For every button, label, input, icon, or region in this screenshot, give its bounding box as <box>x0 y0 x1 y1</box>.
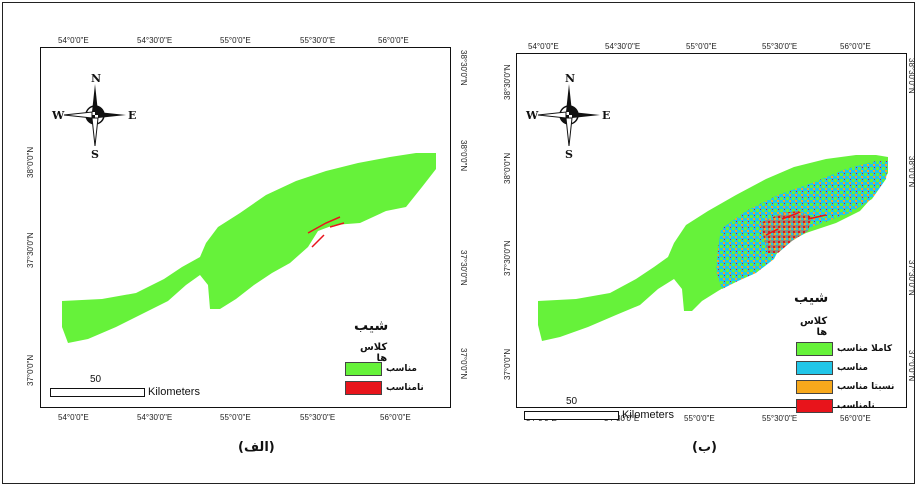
right-region-map <box>538 155 888 341</box>
left-top-tick: 54°0'0"E <box>58 36 89 45</box>
right-legend-item: مناسب <box>796 361 868 375</box>
legend-swatch <box>345 381 382 395</box>
left-top-tick: 56°0'0"E <box>378 36 409 45</box>
left-legend-subtitle: کلاس ها <box>360 342 388 364</box>
left-scale-bar <box>50 388 145 397</box>
legend-label: کاملا مناسب <box>837 344 893 354</box>
left-top-tick: 55°0'0"E <box>220 36 251 45</box>
right-compass-n: N <box>565 72 575 85</box>
right-bottom-tick: 55°30'0"E <box>762 414 798 423</box>
right-left-tick: 37°0'0"N <box>503 348 512 380</box>
left-north-arrow-icon: N S W E <box>51 72 136 160</box>
right-bottom-tick: 54°30'0"E <box>604 414 640 423</box>
legend-label: نامناسب <box>386 383 424 393</box>
right-right-tick: 37°30'0"N <box>907 260 916 296</box>
right-legend-item: نامناسب <box>796 399 875 413</box>
left-left-tick: 37°30'0"N <box>26 232 35 268</box>
left-compass-n: N <box>91 72 101 85</box>
right-legend-title: شیب <box>794 290 829 306</box>
left-suitable-region <box>62 153 436 343</box>
left-bottom-tick: 54°30'0"E <box>137 413 173 422</box>
right-legend-item: کاملا مناسب <box>796 342 892 356</box>
left-right-tick: 37°0'0"N <box>459 348 468 380</box>
left-compass-w: W <box>51 109 65 122</box>
right-top-tick: 55°30'0"E <box>762 42 798 51</box>
left-compass-e: E <box>128 109 136 122</box>
left-bottom-tick: 54°0'0"E <box>58 413 89 422</box>
right-top-tick: 56°0'0"E <box>840 42 871 51</box>
left-compass-s: S <box>91 148 99 160</box>
legend-swatch <box>345 362 382 376</box>
legend-label: مناسب <box>837 363 869 373</box>
right-right-tick: 37°0'0"N <box>907 350 916 382</box>
right-legend-item: نسبتا مناسب <box>796 380 894 394</box>
left-bottom-tick: 55°30'0"E <box>300 413 336 422</box>
right-bottom-tick: 55°0'0"E <box>684 414 715 423</box>
left-bottom-tick: 55°0'0"E <box>220 413 251 422</box>
right-left-tick: 38°0'0"N <box>503 152 512 184</box>
legend-label: نامناسب <box>837 401 875 411</box>
right-unsuitable-streaks <box>765 212 827 236</box>
right-scale-bar <box>524 411 619 420</box>
right-top-tick: 54°30'0"E <box>605 42 641 51</box>
right-left-tick: 37°30'0"N <box>503 240 512 276</box>
left-legend-title: شیب <box>354 318 389 334</box>
left-left-tick: 37°0'0"N <box>26 354 35 386</box>
legend-swatch <box>796 380 833 394</box>
right-compass-s: S <box>565 148 573 160</box>
legend-swatch <box>796 399 833 413</box>
left-legend-item: مناسب <box>345 362 417 376</box>
left-right-tick: 38°30'0"N <box>459 50 468 86</box>
right-right-tick: 38°0'0"N <box>907 156 916 188</box>
left-right-tick: 37°30'0"N <box>459 250 468 286</box>
left-top-tick: 54°30'0"E <box>137 36 173 45</box>
left-region-map <box>62 153 436 343</box>
left-panel-label: (الف) <box>238 440 275 455</box>
right-bottom-tick: 56°0'0"E <box>840 414 871 423</box>
right-compass-e: E <box>602 109 610 122</box>
right-scale-unit: Kilometers <box>622 409 674 421</box>
left-top-tick: 55°30'0"E <box>300 36 336 45</box>
right-north-arrow-icon: N S W E <box>525 72 610 160</box>
right-right-tick: 38°30'0"N <box>907 58 916 94</box>
right-top-tick: 55°0'0"E <box>686 42 717 51</box>
right-left-tick: 38°30'0"N <box>503 64 512 100</box>
right-panel-label: (ب) <box>692 440 717 455</box>
right-top-tick: 54°0'0"E <box>528 42 559 51</box>
left-scale-unit: Kilometers <box>148 386 200 398</box>
right-legend-subtitle: کلاس ها <box>800 316 828 338</box>
right-scale-value: 50 <box>566 396 578 407</box>
left-bottom-tick: 56°0'0"E <box>380 413 411 422</box>
legend-swatch <box>796 361 833 375</box>
left-legend-item: نامناسب <box>345 381 424 395</box>
legend-label: مناسب <box>386 364 418 374</box>
left-right-tick: 38°0'0"N <box>459 140 468 172</box>
right-compass-w: W <box>525 109 539 122</box>
left-left-tick: 38°0'0"N <box>26 146 35 178</box>
legend-swatch <box>796 342 833 356</box>
legend-label: نسبتا مناسب <box>837 382 895 392</box>
left-scale-value: 50 <box>90 374 102 385</box>
left-unsuitable-streaks <box>307 216 345 248</box>
right-mixed-classes-core <box>760 211 812 253</box>
